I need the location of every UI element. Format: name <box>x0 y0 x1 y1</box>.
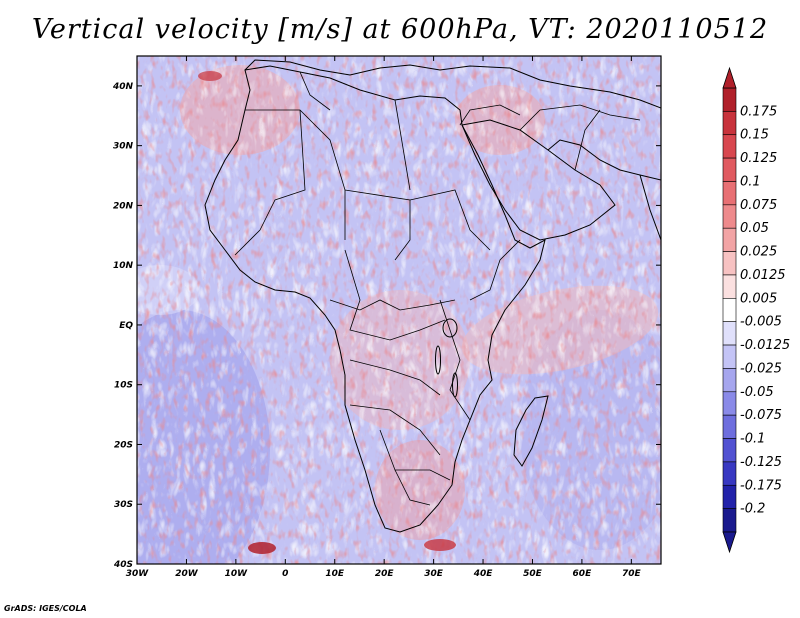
colorbar-label: 0.175 <box>740 104 777 119</box>
lat-tick-label: 10S <box>114 381 133 391</box>
africa-coastline <box>204 65 546 533</box>
lat-tick-label: 20S <box>114 440 133 450</box>
lat-tick-label: 30N <box>113 142 134 152</box>
colorbar-label: 0.005 <box>740 291 777 306</box>
colorbar-label: 0.05 <box>740 221 769 236</box>
colorbar-label: 0.125 <box>740 151 777 166</box>
lon-tick-label: 30W <box>126 569 150 579</box>
madagascar <box>513 395 549 467</box>
colorbar-swatch <box>722 484 737 509</box>
colorbar-swatch <box>722 461 737 486</box>
colorbar-label: -0.125 <box>740 455 782 470</box>
lat-tick-label: 20N <box>113 201 134 211</box>
colorbar-swatch <box>722 274 737 299</box>
colorbar: 0.175 0.15 0.125 0.1 0.075 0.05 0.025 0.0125 0.0… <box>722 66 790 554</box>
colorbar-swatch <box>722 438 737 463</box>
lon-tick-label: 0 <box>282 569 288 579</box>
lat-tick-label: 10N <box>113 261 134 271</box>
lon-tick-label: 70E <box>622 569 642 579</box>
plot-frame <box>136 55 662 565</box>
colorbar-label: 0.1 <box>740 174 761 189</box>
colorbar-swatch <box>722 298 737 322</box>
lon-tick-label: 30E <box>424 569 444 579</box>
longitude-axis: 30W 20W 10W 0 10E 20E 30E 40E 50E 60E 70E <box>126 56 642 579</box>
lat-tick-label: 40S <box>113 560 133 570</box>
lakes <box>435 318 458 398</box>
europe-coastline <box>244 59 661 109</box>
country-borders <box>234 71 641 506</box>
colorbar-top-arrow <box>722 66 737 89</box>
lon-tick-label: 20W <box>175 569 199 579</box>
colorbar-label: -0.005 <box>740 315 782 330</box>
arabia-coastline <box>461 119 616 241</box>
colorbar-label: 0.0125 <box>740 268 786 283</box>
colorbar-swatch <box>722 251 737 276</box>
india-coast <box>639 174 661 241</box>
colorbar-label: 0.15 <box>740 128 769 143</box>
colorbar-swatch <box>722 508 737 533</box>
colorbar-label: -0.2 <box>740 502 765 517</box>
map-title: Vertical velocity [m/s] at 600hPa, VT: 2… <box>31 14 769 45</box>
colorbar-label: -0.075 <box>740 408 782 423</box>
colorbar-label: -0.1 <box>740 432 765 447</box>
colorbar-swatch <box>722 321 737 346</box>
colorbar-swatch <box>722 414 737 439</box>
lat-tick-label: 30S <box>114 500 133 510</box>
colorbar-swatch <box>722 181 737 206</box>
lat-tick-label: EQ <box>119 321 133 331</box>
colorbar-swatch <box>722 368 737 393</box>
colorbar-bottom-arrow <box>722 531 737 554</box>
coastlines <box>204 59 661 533</box>
colorbar-label: -0.05 <box>740 385 774 400</box>
colorbar-swatch <box>722 87 737 112</box>
colorbar-label: 0.025 <box>740 245 777 260</box>
velocity-field <box>137 56 661 564</box>
lon-tick-label: 20E <box>375 569 395 579</box>
colorbar-label: -0.175 <box>740 478 782 493</box>
grads-credit: GrADS: IGES/COLA <box>4 604 87 613</box>
colorbar-swatch <box>722 111 737 136</box>
colorbar-swatch <box>722 204 737 229</box>
colorbar-swatch <box>722 344 737 369</box>
lon-tick-label: 10W <box>225 569 249 579</box>
latitude-axis: 40N 30N 20N 10N EQ 10S 20S 30S 40S <box>112 82 661 570</box>
colorbar-swatch <box>722 391 737 416</box>
lon-tick-label: 60E <box>573 569 593 579</box>
lat-tick-label: 40N <box>112 82 134 92</box>
lon-tick-label: 40E <box>473 569 494 579</box>
lon-tick-label: 10E <box>325 569 345 579</box>
colorbar-label: 0.075 <box>740 198 777 213</box>
colorbar-swatch <box>722 157 737 182</box>
colorbar-label: -0.0125 <box>740 338 790 353</box>
colorbar-swatch <box>722 227 737 252</box>
colorbar-label: -0.025 <box>740 361 782 376</box>
lon-tick-label: 50E <box>523 569 543 579</box>
colorbar-swatch <box>722 134 737 159</box>
